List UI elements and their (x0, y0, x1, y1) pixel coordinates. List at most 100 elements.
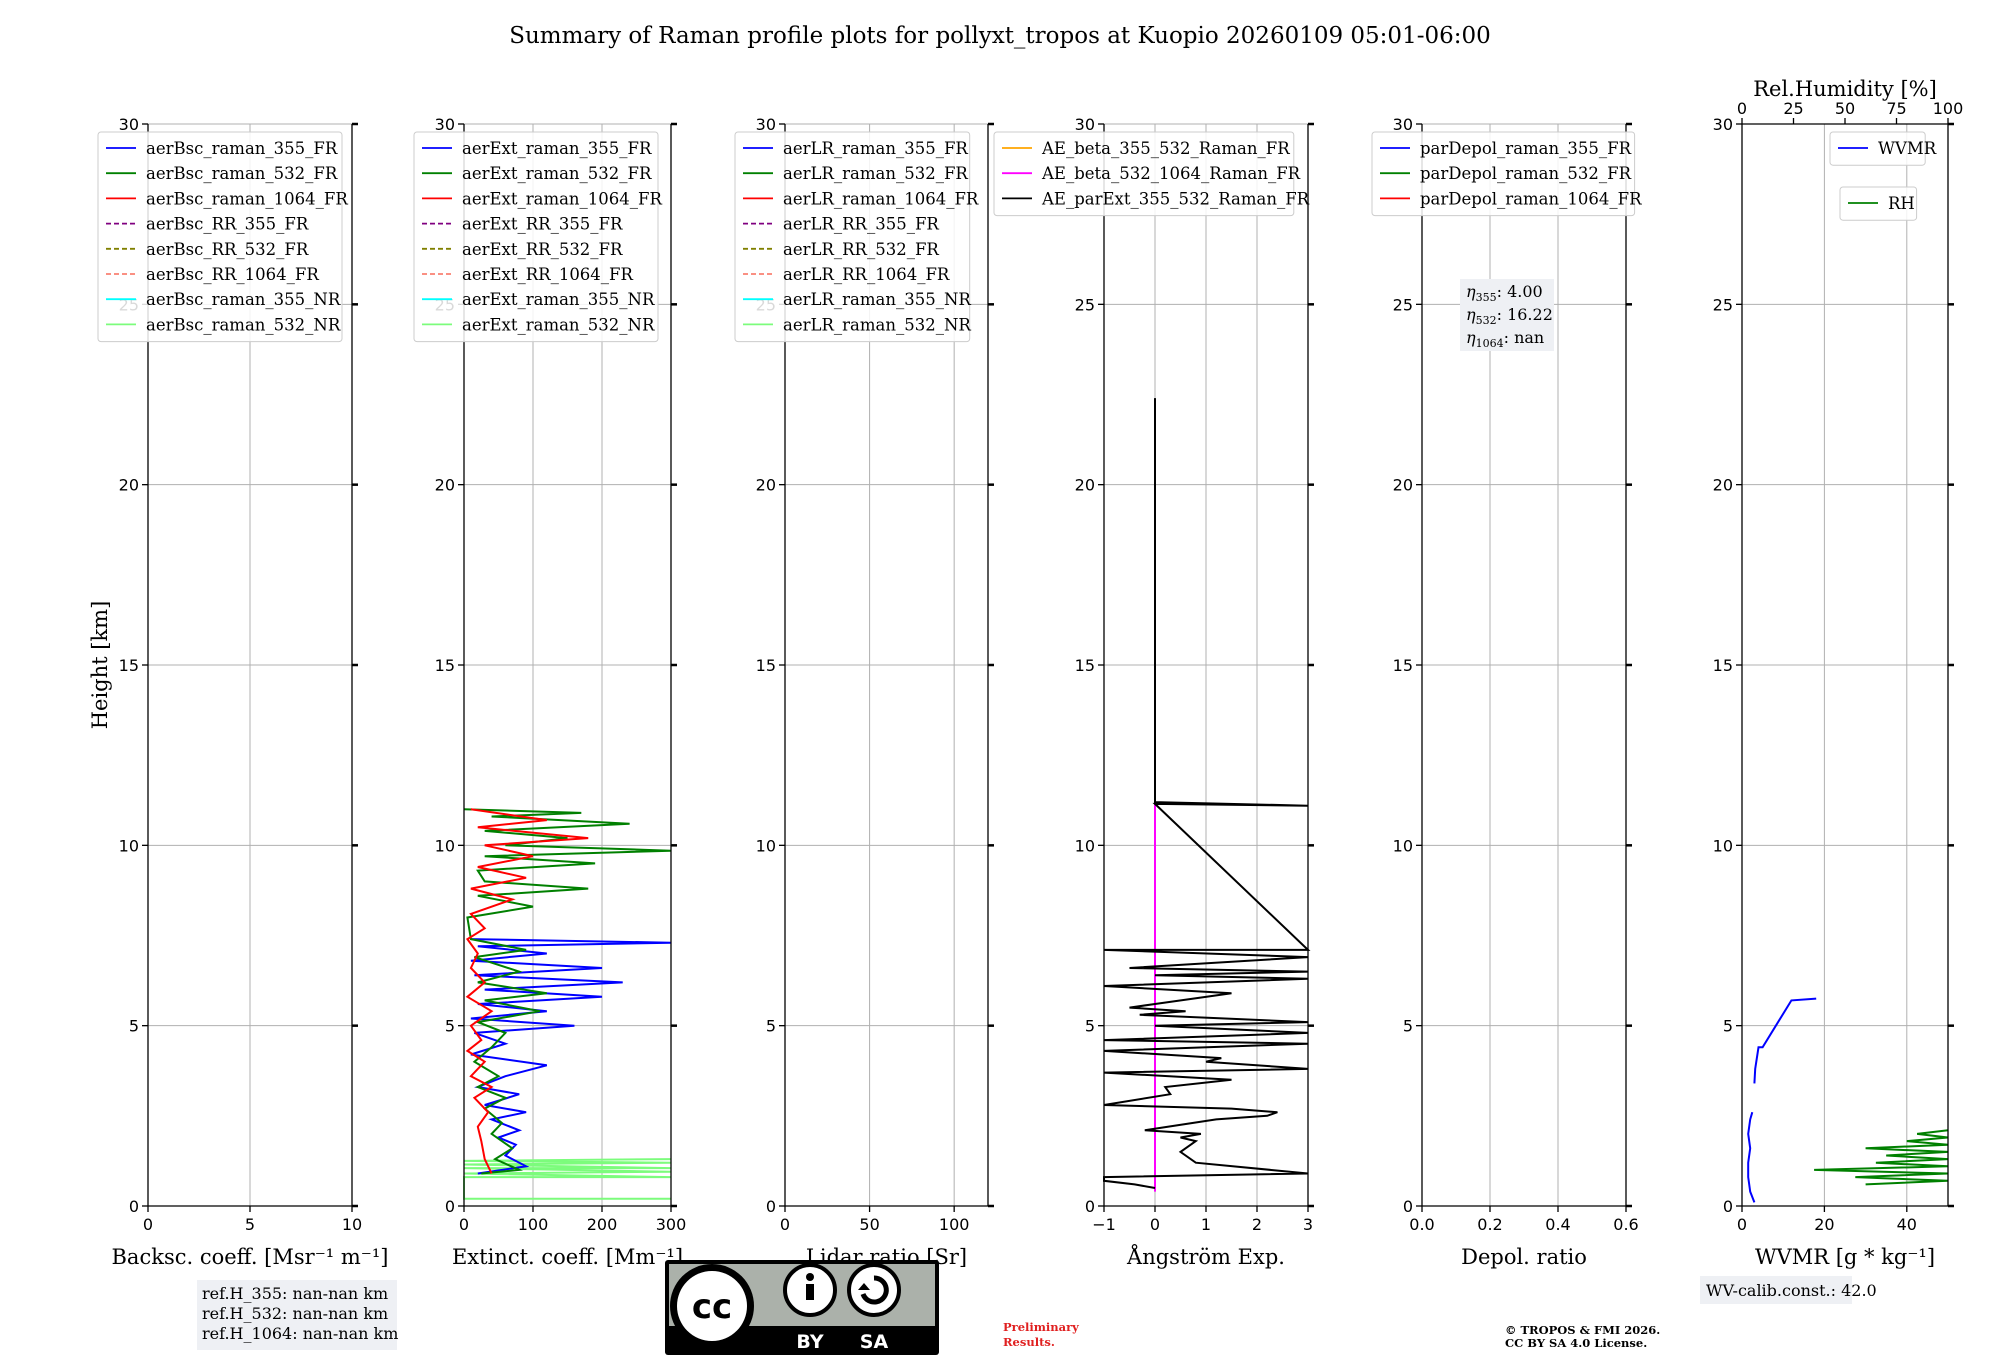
ytick-label: 20 (119, 476, 139, 495)
eta-box-frame (1460, 279, 1554, 351)
cc-sa-text: SA (860, 1331, 889, 1353)
ytick-label: 5 (129, 1017, 139, 1036)
ytick-label: 5 (1723, 1017, 1733, 1036)
xtick-label: 5 (245, 1215, 255, 1234)
panel-depol: 0 5 10 15 20 25 30 0.0 0.2 0.4 0.6 Depol. ratio parD… (1371, 115, 1642, 1269)
legend-item: AE_beta_532_1064_Raman_FR (1041, 164, 1301, 183)
xtick-label: 1 (1201, 1215, 1211, 1234)
xtick-label: −1 (1092, 1215, 1116, 1234)
ytick-label: 5 (1403, 1017, 1413, 1036)
xtick-label: 0 (780, 1215, 790, 1234)
ytick-label: 20 (1713, 476, 1733, 495)
copyright-line2: CC BY SA 4.0 License. (1505, 1336, 1647, 1350)
legend-item: aerLR_RR_355_FR (783, 215, 939, 234)
legend-item: parDepol_raman_1064_FR (1420, 189, 1642, 208)
legend-item: aerBsc_RR_1064_FR (146, 265, 319, 284)
xtick-label: 0 (1737, 1215, 1747, 1234)
top-xtick-label: 0 (1737, 99, 1747, 118)
ytick-label: 25 (1075, 295, 1095, 314)
cc-logo-text: cc (692, 1287, 732, 1327)
legend-frame (97, 131, 343, 343)
legend-item: aerBsc_RR_355_FR (146, 215, 309, 234)
legend-item: aerLR_raman_532_NR (783, 315, 971, 334)
top-xtick-label: 100 (1933, 99, 1964, 118)
ytick-label: 10 (435, 836, 455, 855)
legend-item: aerBsc_raman_1064_FR (146, 189, 348, 208)
figure-title: Summary of Raman profile plots for polly… (509, 23, 1491, 49)
legend-item: aerBsc_raman_355_FR (146, 139, 338, 158)
series-WVMR_upper (1753, 997, 1817, 1084)
ytick-label: 0 (766, 1197, 776, 1216)
panel-bsc: 0510152025300510Backsc. coeff. [Msr⁻¹ m⁻… (88, 115, 388, 1269)
x-axis-label: Depol. ratio (1461, 1245, 1587, 1269)
preliminary-label: Preliminary (1003, 1320, 1079, 1334)
series-WVMR (1747, 1111, 1756, 1203)
series-aerExt_raman_355_FR (470, 938, 672, 1175)
legend: WVMR (1829, 131, 1937, 166)
refH-532: ref.H_532: nan-nan km (202, 1304, 388, 1323)
legend-item: aerExt_RR_355_FR (462, 215, 623, 234)
series-RH (1814, 1129, 1949, 1186)
legend-item: RH (1888, 194, 1915, 213)
top-x-axis-label: Rel.Humidity [%] (1753, 77, 1937, 101)
x-axis-label: WVMR [g * kg⁻¹] (1755, 1245, 1935, 1269)
legend-item: aerExt_raman_1064_FR (462, 189, 662, 208)
xtick-label: 0.6 (1613, 1215, 1638, 1234)
xtick-label: 40 (1897, 1215, 1917, 1234)
ytick-label: 5 (1085, 1017, 1095, 1036)
panel-lr: 051015202530050100Lidar ratio [Sr]aerLR_… (734, 115, 994, 1269)
xtick-label: 3 (1303, 1215, 1313, 1234)
results-label: Results. (1003, 1335, 1055, 1349)
panel-ext: 0510152025300100200300Extinct. coeff. [M… (413, 115, 686, 1269)
eta-355: η355: 4.00 (1466, 282, 1543, 304)
ytick-label: 30 (119, 115, 139, 134)
ytick-label: 15 (1713, 656, 1733, 675)
ytick-label: 0 (1723, 1197, 1733, 1216)
ytick-label: 20 (1075, 476, 1095, 495)
legend-item: aerLR_RR_1064_FR (783, 265, 950, 284)
xtick-label: 50 (859, 1215, 879, 1234)
xtick-label: 2 (1252, 1215, 1262, 1234)
legend-item: aerExt_raman_532_FR (462, 164, 652, 183)
legend-frame (413, 131, 659, 343)
series-aerExt_raman_1064_FR (465, 808, 589, 1174)
legend: aerLR_raman_355_FR aerLR_raman_532_FR aerL… (734, 131, 979, 343)
ytick-label: 5 (766, 1017, 776, 1036)
xtick-label: 0.0 (1409, 1215, 1434, 1234)
ytick-label: 0 (1085, 1197, 1095, 1216)
legend-item: aerExt_raman_355_NR (462, 290, 655, 309)
legend-item: aerExt_raman_532_NR (462, 315, 655, 334)
xtick-label: 200 (587, 1215, 618, 1234)
legend-item: aerLR_raman_532_FR (783, 164, 968, 183)
legend-item: parDepol_raman_532_FR (1420, 164, 1632, 183)
ytick-label: 20 (756, 476, 776, 495)
y-axis-label: Height [km] (88, 601, 112, 730)
ytick-label: 30 (1713, 115, 1733, 134)
legend-frame (993, 131, 1295, 217)
ytick-label: 30 (756, 115, 776, 134)
legend-item: aerLR_raman_355_FR (783, 139, 968, 158)
cc-by-text: BY (796, 1331, 823, 1353)
ytick-label: 10 (1713, 836, 1733, 855)
legend: aerBsc_raman_355_FR aerBsc_raman_532_FRae… (97, 131, 348, 343)
eta-532: η532: 16.22 (1466, 305, 1553, 327)
cc-by-sa-logo: cc BY SA (665, 1260, 939, 1355)
ytick-label: 15 (756, 656, 776, 675)
xtick-label: 0.4 (1545, 1215, 1570, 1234)
xtick-label: 100 (518, 1215, 549, 1234)
x-axis-label: Extinct. coeff. [Mm⁻¹] (452, 1245, 683, 1269)
legend-item: aerLR_raman_1064_FR (783, 189, 979, 208)
xtick-label: 0.2 (1477, 1215, 1502, 1234)
legend: parDepol_raman_355_FR parDepol_raman_532_… (1371, 131, 1642, 217)
ytick-label: 0 (1403, 1197, 1413, 1216)
xtick-label: 20 (1814, 1215, 1834, 1234)
legend-item: parDepol_raman_355_FR (1420, 139, 1632, 158)
ytick-label: 25 (1393, 295, 1413, 314)
refH-355: ref.H_355: nan-nan km (202, 1284, 388, 1303)
ytick-label: 5 (445, 1017, 455, 1036)
wv-calib-box: WV-calib.const.: 42.0 (1700, 1276, 1877, 1304)
legend-frame (734, 131, 971, 343)
xtick-label: 10 (342, 1215, 362, 1234)
ytick-label: 15 (119, 656, 139, 675)
